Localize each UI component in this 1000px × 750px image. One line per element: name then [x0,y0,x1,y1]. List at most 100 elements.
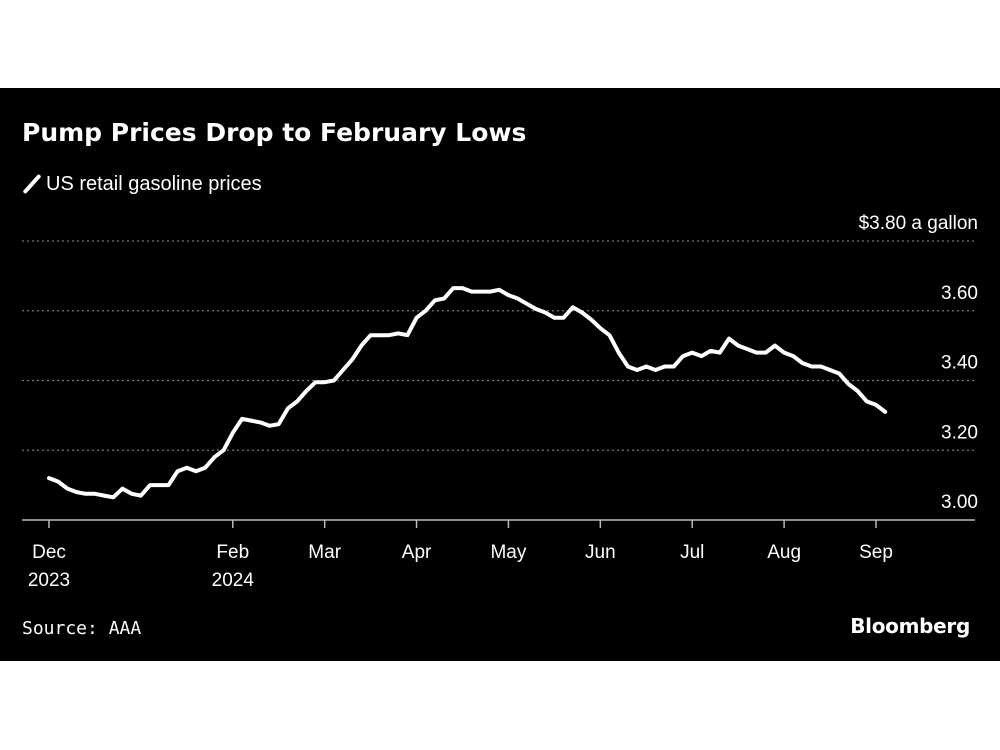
price-data-point [185,466,188,469]
price-data-point [240,417,243,420]
price-data-point [525,302,528,305]
price-data-point [424,309,427,312]
price-data-point [764,351,767,354]
price-data-point [286,407,289,410]
price-data-point [838,372,841,375]
x-tick-label: Dec [32,542,66,563]
price-data-point [470,290,473,293]
price-data-point [277,423,280,426]
price-data-point [406,334,409,337]
x-tick-label: Jun [585,542,616,563]
price-data-point [231,431,234,434]
price-data-point [847,382,850,385]
price-data-point [332,379,335,382]
x-tick-label: May [490,542,526,563]
price-data-point [580,311,583,314]
price-data-point [268,424,271,427]
price-data-point [819,365,822,368]
price-data-point [204,466,207,469]
x-tick-label: Sep [859,542,893,563]
price-data-point [121,487,124,490]
price-data-point [452,287,455,290]
x-tick-label: Feb [216,542,249,563]
price-data-point [737,344,740,347]
price-data-point [443,297,446,300]
chart-title: Pump Prices Drop to February Lows [22,118,527,147]
price-data-point [342,369,345,372]
price-data-point [727,337,730,340]
price-data-point [700,355,703,358]
chart-plot: $3.80 a gallon 3.60 3.40 3.20 3.00 Dec 2023 Feb… [22,213,978,591]
price-data-point [599,327,602,330]
y-tick-label: 3.20 [941,422,978,443]
price-data-point [865,400,868,403]
price-data-point [222,449,225,452]
bloomberg-logo: Bloomberg [850,614,970,638]
price-data-point [553,316,556,319]
price-data-point [654,369,657,372]
source-note: Source: AAA [22,618,142,639]
price-data-point [158,484,161,487]
price-data-point [663,365,666,368]
price-data-point [433,299,436,302]
price-data-point [535,308,538,311]
price-data-point [139,494,142,497]
price-data-point [57,480,60,483]
price-data-point [305,389,308,392]
x-tick-label: Jul [680,542,704,563]
y-tick-label: 3.60 [941,283,978,304]
price-data-point [562,316,565,319]
price-data-point [176,470,179,473]
price-data-point [801,362,804,365]
price-data-point [149,484,152,487]
price-data-point [792,355,795,358]
legend-label: US retail gasoline prices [46,172,262,195]
price-data-point [195,470,198,473]
price-data-point [773,344,776,347]
price-data-point [498,288,501,291]
price-data-point [746,348,749,351]
price-data-point [829,369,832,372]
price-data-point [259,421,262,424]
price-data-point [48,477,51,480]
price-data-point [672,365,675,368]
price-data-point [378,334,381,337]
price-data-point [489,290,492,293]
price-data-point [636,369,639,372]
price-data-point [884,410,887,413]
price-data-point [250,419,253,422]
price-data-point [296,400,299,403]
price-data-point [571,306,574,309]
x-tick-label: Aug [767,542,801,563]
price-data-point [617,351,620,354]
y-tick-label: 3.40 [941,353,978,374]
price-data-point [112,496,115,499]
x-tick-label: Mar [308,542,341,563]
price-data-point [590,318,593,321]
price-data-point [415,316,418,319]
price-data-point [314,381,317,384]
price-data-point [84,492,87,495]
price-data-point [645,365,648,368]
price-data-point [75,491,78,494]
price-data-point [66,487,69,490]
price-data-point [351,358,354,361]
price-data-point [856,389,859,392]
price-data-point [544,311,547,314]
price-data-point [875,403,878,406]
price-data-point [709,349,712,352]
price-data-point [167,484,170,487]
price-data-point [103,494,106,497]
price-data-point [691,351,694,354]
price-data-point [323,381,326,384]
x-tick-label: Apr [402,542,432,563]
price-data-point [130,492,133,495]
price-data-point [783,351,786,354]
price-data-point [516,297,519,300]
chart-card: Pump Prices Drop to February Lows US ret… [0,88,1000,661]
x-tick-sublabel: 2024 [212,570,255,591]
price-data-point [479,290,482,293]
price-data-point [93,492,96,495]
price-data-point [626,365,629,368]
price-data-point [718,351,721,354]
